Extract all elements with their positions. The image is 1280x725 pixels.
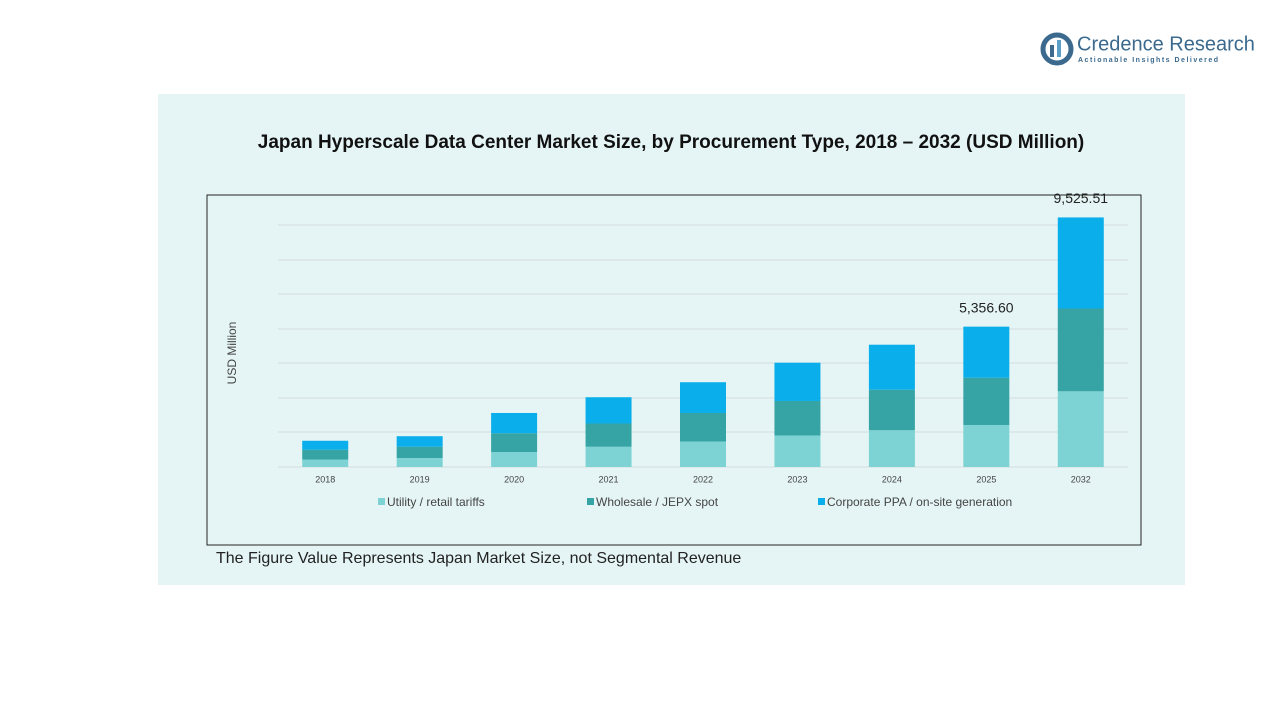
x-tick-label: 2023 bbox=[787, 474, 807, 484]
panel bbox=[158, 94, 1185, 585]
x-tick-label: 2018 bbox=[315, 474, 335, 484]
bar-segment bbox=[396, 457, 443, 467]
legend-swatch bbox=[587, 498, 594, 505]
bar-segment bbox=[1057, 391, 1104, 467]
footnote: The Figure Value Represents Japan Market… bbox=[216, 550, 741, 567]
bar-segment bbox=[680, 412, 726, 442]
legend-swatch bbox=[378, 498, 385, 505]
bar-segment bbox=[868, 389, 915, 431]
x-tick-label: 2021 bbox=[599, 474, 619, 484]
logo-icon bbox=[1040, 32, 1074, 66]
bar-segment bbox=[680, 382, 726, 413]
logo-icon-bar bbox=[1050, 45, 1054, 57]
legend-swatch bbox=[818, 498, 825, 505]
x-tick-label: 2020 bbox=[504, 474, 524, 484]
bar-segment bbox=[302, 449, 349, 460]
plot-frame bbox=[206, 194, 1142, 546]
chart-title: Japan Hyperscale Data Center Market Size… bbox=[258, 132, 1084, 153]
legend-label: Wholesale / JEPX spot bbox=[596, 495, 719, 509]
bar-segment bbox=[302, 440, 349, 450]
x-tick-label: 2032 bbox=[1071, 474, 1091, 484]
bar-segment bbox=[774, 400, 821, 436]
logo: Credence Research Actionable Insights De… bbox=[1040, 32, 1255, 66]
bar-segment bbox=[396, 446, 443, 458]
x-tick-label: 2019 bbox=[410, 474, 430, 484]
bar-segment bbox=[963, 326, 1010, 378]
y-axis-label: USD Million bbox=[225, 322, 239, 385]
bar-segment bbox=[302, 459, 349, 467]
bar-segment bbox=[585, 423, 632, 447]
bar-segment bbox=[491, 412, 538, 434]
bar-segment bbox=[868, 430, 915, 467]
logo-icon-bar bbox=[1057, 40, 1061, 57]
bar-segment bbox=[491, 451, 538, 467]
bar-segment bbox=[680, 441, 726, 467]
legend-label: Corporate PPA / on-site generation bbox=[827, 495, 1012, 509]
bar-segment bbox=[963, 377, 1010, 425]
total-label: 9,525.51 bbox=[1054, 190, 1109, 206]
bar-segment bbox=[585, 397, 632, 424]
bar-segment bbox=[868, 344, 915, 390]
bar-segment bbox=[774, 435, 821, 467]
brand-name: Credence Research bbox=[1077, 33, 1255, 55]
x-tick-label: 2025 bbox=[976, 474, 996, 484]
bar-segment bbox=[963, 424, 1010, 467]
bar-segment bbox=[396, 436, 443, 447]
x-tick-label: 2022 bbox=[693, 474, 713, 484]
bar-segment bbox=[1057, 217, 1104, 309]
legend-label: Utility / retail tariffs bbox=[387, 495, 485, 509]
bar-segment bbox=[774, 362, 821, 401]
bar-segment bbox=[491, 433, 538, 452]
x-tick-label: 2024 bbox=[882, 474, 902, 484]
brand-tagline: Actionable Insights Delivered bbox=[1078, 57, 1220, 64]
bar-segment bbox=[585, 446, 632, 467]
total-label: 5,356.60 bbox=[959, 299, 1014, 315]
bar-segment bbox=[1057, 308, 1104, 392]
